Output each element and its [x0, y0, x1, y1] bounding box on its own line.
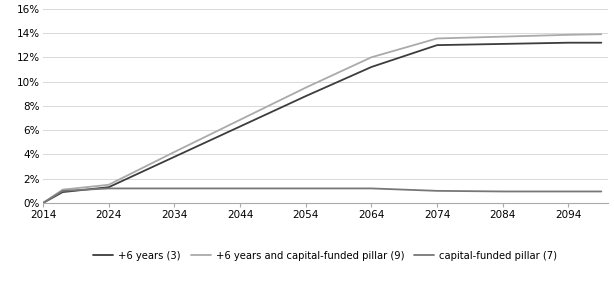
+6 years and capital-funded pillar (9)	[302, 86, 309, 89]
capital-funded pillar (7)	[368, 187, 375, 190]
capital-funded pillar (7)	[39, 201, 47, 205]
+6 years (3)	[368, 65, 375, 69]
capital-funded pillar (7)	[433, 189, 441, 193]
+6 years (3)	[59, 190, 66, 194]
+6 years (3)	[171, 155, 178, 159]
+6 years and capital-funded pillar (9)	[597, 32, 605, 36]
+6 years (3)	[433, 44, 441, 47]
+6 years (3)	[236, 125, 244, 128]
+6 years (3)	[105, 186, 112, 189]
+6 years and capital-funded pillar (9)	[433, 37, 441, 40]
Line: +6 years (3): +6 years (3)	[43, 43, 601, 203]
capital-funded pillar (7)	[59, 189, 66, 193]
capital-funded pillar (7)	[236, 187, 244, 190]
+6 years and capital-funded pillar (9)	[499, 35, 507, 38]
capital-funded pillar (7)	[597, 190, 605, 193]
+6 years (3)	[39, 201, 47, 205]
+6 years and capital-funded pillar (9)	[39, 201, 47, 205]
Line: +6 years and capital-funded pillar (9): +6 years and capital-funded pillar (9)	[43, 34, 601, 203]
+6 years (3)	[302, 95, 309, 98]
capital-funded pillar (7)	[565, 190, 572, 193]
+6 years and capital-funded pillar (9)	[368, 55, 375, 59]
Line: capital-funded pillar (7): capital-funded pillar (7)	[43, 188, 601, 203]
capital-funded pillar (7)	[302, 187, 309, 190]
+6 years and capital-funded pillar (9)	[105, 183, 112, 186]
+6 years and capital-funded pillar (9)	[171, 150, 178, 154]
+6 years and capital-funded pillar (9)	[236, 118, 244, 122]
capital-funded pillar (7)	[105, 187, 112, 190]
+6 years and capital-funded pillar (9)	[59, 188, 66, 191]
capital-funded pillar (7)	[499, 190, 507, 193]
+6 years and capital-funded pillar (9)	[565, 33, 572, 37]
capital-funded pillar (7)	[171, 187, 178, 190]
+6 years (3)	[565, 41, 572, 44]
+6 years (3)	[597, 41, 605, 44]
Legend: +6 years (3), +6 years and capital-funded pillar (9), capital-funded pillar (7): +6 years (3), +6 years and capital-funde…	[93, 251, 558, 261]
+6 years (3)	[499, 42, 507, 46]
